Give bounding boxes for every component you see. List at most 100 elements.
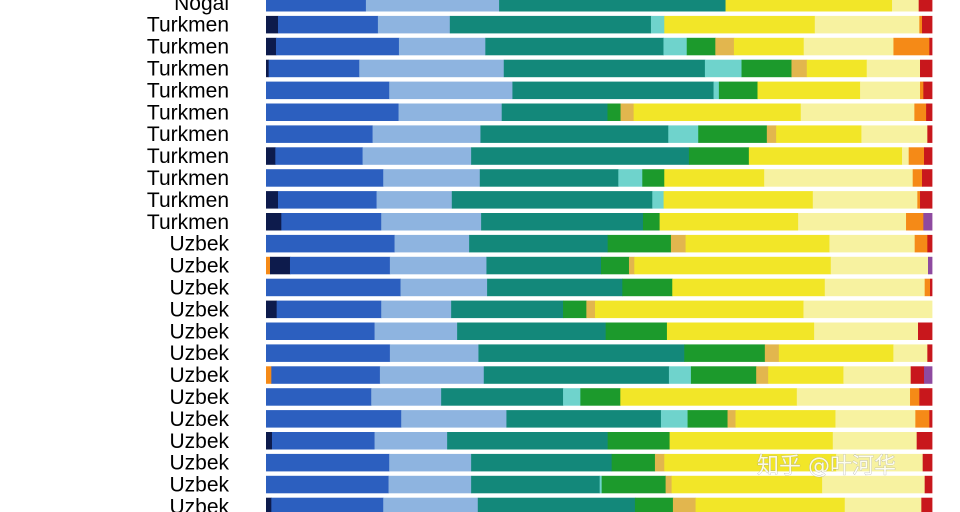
bar-segment-k2 (266, 0, 367, 12)
row-label: Turkmen (147, 189, 229, 212)
bar-segment-k4 (487, 278, 623, 297)
bar-segment-k7 (766, 125, 777, 143)
bar-segment-k8 (735, 410, 836, 428)
row-label: Uzbek (169, 276, 229, 299)
bar-row (266, 388, 933, 406)
bar-segment-k6 (642, 169, 665, 187)
bar-segment-k2 (266, 322, 375, 340)
bar-segment-k3 (381, 213, 482, 231)
bar-segment-k4 (457, 322, 607, 340)
bar-segment-k4 (441, 388, 564, 406)
bar-segment-k9 (822, 475, 926, 494)
bar-segment-k1 (266, 15, 279, 34)
bar-segment-k7 (586, 300, 596, 319)
bar-segment-k8 (666, 322, 815, 340)
bar-segment-k2 (271, 497, 384, 512)
row-label: Turkmen (147, 123, 229, 146)
bar-row (266, 103, 933, 121)
bar-segment-k10 (266, 256, 271, 275)
bar-segment-k11 (920, 191, 933, 209)
bar-segment-k3 (398, 103, 503, 121)
bar-segment-k4 (506, 410, 662, 428)
bar-segment-k2 (271, 366, 381, 384)
row-label: Uzbek (169, 342, 229, 365)
bar-segment-k9 (836, 453, 924, 472)
row-label: Nogai (174, 0, 229, 15)
bar-row (266, 213, 933, 231)
bar-segment-k5 (652, 191, 664, 209)
bar-segment-k8 (806, 59, 868, 78)
bar-segment-k4 (449, 15, 652, 34)
bar-segment-k3 (400, 278, 488, 297)
bar-segment-k4 (447, 432, 609, 450)
bar-segment-k12 (923, 213, 933, 231)
bar-segment-k4 (486, 256, 602, 275)
bar-segment-k6 (607, 103, 621, 121)
bar-segment-k9 (830, 256, 929, 275)
row-label: Uzbek (169, 255, 229, 278)
bar-segment-k8 (733, 37, 805, 56)
bar-row (266, 0, 933, 12)
bar-segment-k9 (835, 410, 916, 428)
bar-segment-k5 (668, 366, 692, 384)
bar-segment-k1 (266, 191, 279, 209)
bar-segment-k10 (915, 410, 930, 428)
bar-segment-k1 (266, 147, 276, 165)
bar-segment-k8 (620, 388, 798, 406)
bar-segment-k7 (654, 453, 665, 472)
bar-segment-k4 (471, 475, 601, 494)
bar-row (266, 475, 933, 494)
bar-segment-k3 (372, 125, 481, 143)
bar-segment-k8 (748, 147, 903, 165)
bar-segment-k9 (844, 497, 922, 512)
bar-segment-k3 (398, 37, 486, 56)
bars-layer (266, 0, 933, 512)
bar-segment-k1 (266, 497, 272, 512)
bar-row (266, 453, 933, 472)
row-labels-layer: NogaiTurkmenTurkmenTurkmenTurkmenTurkmen… (147, 0, 230, 512)
row-label: Turkmen (147, 211, 229, 234)
bar-segment-k9 (814, 15, 920, 34)
bar-segment-k6 (688, 147, 750, 165)
bar-segment-k1 (266, 213, 282, 231)
bar-row (266, 191, 933, 209)
bar-row (266, 37, 933, 56)
bar-segment-k2 (268, 59, 360, 78)
bar-segment-k2 (266, 388, 372, 406)
bar-segment-k4 (451, 191, 653, 209)
bar-segment-k11 (921, 497, 933, 512)
bar-segment-k2 (281, 213, 382, 231)
bar-segment-k10 (912, 169, 923, 187)
bar-segment-k6 (607, 234, 672, 253)
bar-segment-k10 (914, 103, 927, 121)
bar-segment-k8 (768, 366, 844, 384)
bar-segment-k4 (512, 81, 714, 100)
bar-segment-k5 (668, 125, 699, 143)
bar-segment-k3 (381, 300, 452, 319)
bar-segment-k7 (620, 103, 635, 121)
bar-segment-k2 (276, 300, 382, 319)
bar-row (266, 256, 933, 275)
bar-row (266, 125, 933, 143)
bar-segment-k9 (832, 432, 918, 450)
bar-segment-k8 (664, 453, 837, 472)
bar-segment-k10 (920, 81, 924, 100)
bar-segment-k12 (924, 366, 933, 384)
bar-segment-k9 (764, 169, 914, 187)
bar-segment-k7 (670, 234, 686, 253)
bar-row (266, 278, 933, 297)
bar-segment-k8 (659, 213, 799, 231)
bar-segment-k10 (924, 278, 931, 297)
bar-segment-k4 (503, 59, 706, 78)
bar-segment-k10 (919, 15, 923, 34)
bar-segment-k3 (388, 475, 472, 494)
bar-segment-k8 (633, 103, 802, 121)
bar-segment-k9 (796, 388, 911, 406)
bar-segment-k4 (471, 147, 690, 165)
bar-segment-k8 (685, 234, 830, 253)
bar-row (266, 410, 933, 428)
row-label: Turkmen (147, 145, 229, 168)
row-label: Turkmen (147, 36, 229, 59)
bar-segment-k4 (483, 366, 670, 384)
bar-segment-k9 (814, 322, 919, 340)
